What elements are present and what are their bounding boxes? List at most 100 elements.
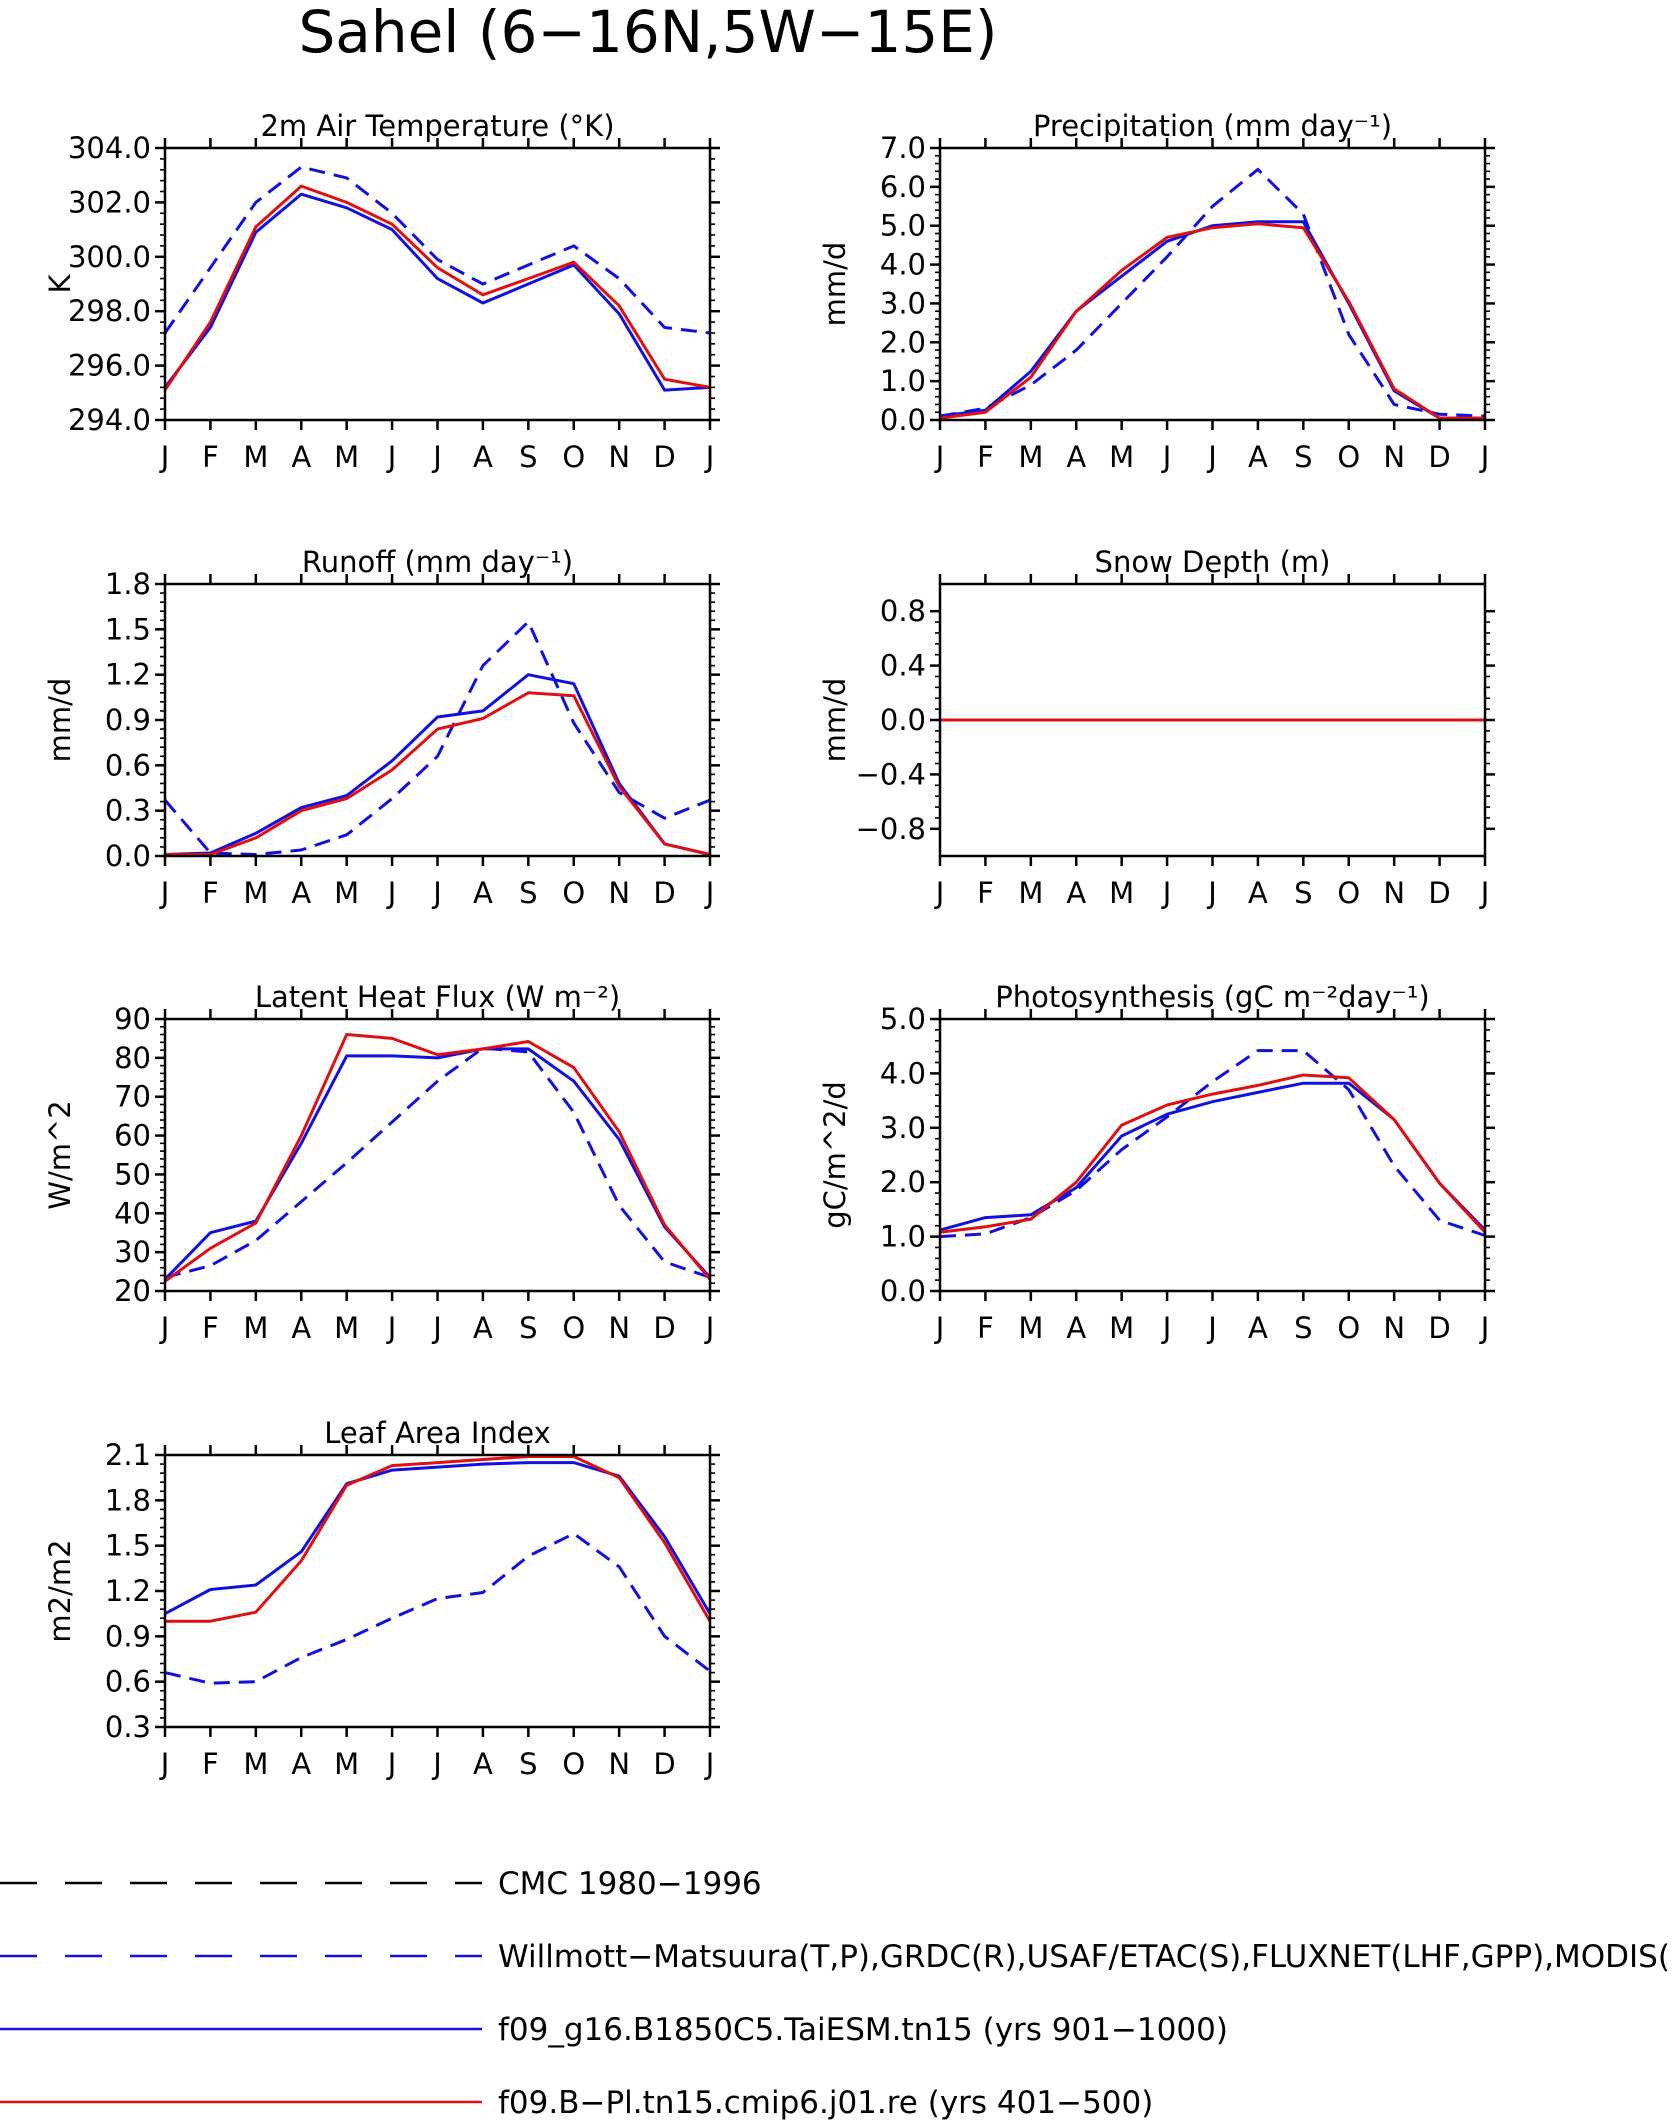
y-tick-label: 3.0	[880, 286, 926, 320]
panel-title: 2m Air Temperature (°K)	[260, 109, 614, 143]
y-tick-label: 4.0	[880, 248, 926, 282]
y-tick-label: 30	[114, 1235, 151, 1269]
y-tick-label: 304.0	[68, 131, 151, 165]
panel-title: Runoff (mm day⁻¹)	[302, 545, 573, 579]
x-tick-label: M	[334, 440, 359, 474]
x-tick-label: J	[1479, 876, 1490, 910]
panel-title: Snow Depth (m)	[1095, 545, 1331, 579]
x-tick-label: S	[1294, 876, 1312, 910]
x-tick-label: A	[1066, 440, 1086, 474]
series-line-1	[164, 1532, 711, 1685]
x-tick-label: J	[934, 440, 945, 474]
y-tick-label: 40	[114, 1196, 151, 1230]
x-tick-label: N	[608, 440, 630, 474]
x-tick-label: J	[1161, 876, 1172, 910]
x-tick-label: J	[704, 1747, 715, 1781]
series-line-1	[163, 165, 711, 335]
x-tick-label: M	[243, 440, 268, 474]
x-tick-label: A	[1248, 440, 1268, 474]
y-tick-label: −0.4	[856, 757, 926, 791]
x-tick-label: F	[977, 440, 994, 474]
x-tick-label: J	[386, 876, 397, 910]
y-tick-label: 70	[114, 1080, 151, 1114]
x-tick-label: J	[159, 1311, 170, 1345]
x-tick-label: J	[934, 1311, 945, 1345]
x-tick-label: J	[431, 1311, 442, 1345]
legend: CMC 1980−1996 Willmott−Matsuura(T,P),GRDC…	[0, 1866, 1673, 2121]
y-tick-label: 50	[114, 1157, 151, 1191]
x-tick-label: A	[1248, 876, 1268, 910]
x-tick-label: M	[1109, 440, 1134, 474]
x-tick-label: J	[1161, 440, 1172, 474]
y-tick-label: 80	[114, 1041, 151, 1075]
y-tick-label: 0.8	[880, 594, 926, 628]
panel-2: Precipitation (mm day⁻¹) mm/d 0.0 1.0 2.0 3.0…	[818, 109, 1495, 474]
x-tick-label: N	[1383, 1311, 1405, 1345]
x-tick-label: J	[704, 1311, 715, 1345]
x-tick-label: M	[334, 1311, 359, 1345]
y-tick-label: 296.0	[68, 349, 151, 383]
x-tick-label: J	[386, 1311, 397, 1345]
y-tick-label: 298.0	[68, 294, 151, 328]
y-tick-label: 20	[114, 1274, 151, 1308]
x-tick-label: N	[608, 876, 630, 910]
y-tick-label: −0.8	[856, 812, 926, 846]
x-tick-label: N	[608, 1747, 630, 1781]
y-tick-label: 0.9	[105, 1619, 151, 1653]
plot-frame	[163, 146, 712, 422]
y-tick-label: 2.1	[105, 1438, 151, 1472]
y-tick-label: 7.0	[880, 131, 926, 165]
panel-6: Photosynthesis (gC m⁻²day⁻¹) gC/m^2/d 0.0 1…	[818, 980, 1495, 1345]
series-line-1	[163, 620, 711, 856]
x-tick-label: M	[1109, 876, 1134, 910]
figure-title: Sahel (6−16N,5W−15E)	[298, 0, 997, 66]
x-tick-label: J	[1206, 1311, 1217, 1345]
panel-title: Precipitation (mm day⁻¹)	[1033, 109, 1392, 143]
x-tick-label: A	[291, 440, 311, 474]
x-tick-label: A	[291, 876, 311, 910]
x-tick-label: N	[608, 1311, 630, 1345]
series-line-3	[165, 1455, 712, 1623]
x-tick-label: M	[1018, 1311, 1043, 1345]
x-tick-label: J	[1479, 440, 1490, 474]
x-tick-label: S	[519, 440, 537, 474]
y-tick-label: 1.5	[105, 1529, 151, 1563]
series-line-1	[939, 1049, 1486, 1239]
x-tick-label: A	[473, 1311, 493, 1345]
x-tick-label: J	[159, 1747, 170, 1781]
x-tick-label: S	[519, 1747, 537, 1781]
x-tick-label: A	[1066, 1311, 1086, 1345]
legend-label-4: f09.B−Pl.tn15.cmip6.j01.re (yrs 401−500)	[498, 2085, 1153, 2121]
y-tick-label: 1.2	[105, 658, 151, 692]
series-line-3	[163, 184, 711, 391]
series-line-1	[164, 1046, 711, 1279]
x-tick-label: F	[202, 1311, 219, 1345]
y-tick-label: 0.6	[105, 1665, 151, 1699]
series-line-3	[939, 222, 1485, 420]
y-tick-label: 1.2	[105, 1574, 151, 1608]
x-tick-label: F	[202, 876, 219, 910]
x-tick-label: J	[704, 440, 715, 474]
y-axis-label: m2/m2	[43, 1539, 77, 1642]
y-axis-label: W/m^2	[43, 1100, 77, 1209]
x-tick-label: M	[1109, 1311, 1134, 1345]
legend-label-2: Willmott−Matsuura(T,P),GRDC(R),USAF/ETAC…	[498, 1939, 1673, 1975]
y-tick-label: 0.4	[880, 649, 926, 683]
x-tick-label: S	[519, 1311, 537, 1345]
x-tick-label: A	[1248, 1311, 1268, 1345]
y-axis-label: gC/m^2/d	[818, 1081, 852, 1229]
x-tick-label: D	[1428, 1311, 1450, 1345]
y-tick-label: 1.0	[880, 364, 926, 398]
x-tick-label: D	[1428, 440, 1450, 474]
y-axis-label: mm/d	[43, 678, 77, 763]
x-tick-label: A	[291, 1311, 311, 1345]
x-tick-label: D	[653, 1311, 675, 1345]
y-tick-label: 60	[114, 1119, 151, 1153]
x-tick-label: N	[1383, 440, 1405, 474]
x-tick-label: S	[519, 876, 537, 910]
y-tick-label: 302.0	[68, 185, 151, 219]
x-tick-label: F	[977, 876, 994, 910]
x-tick-label: J	[431, 440, 442, 474]
x-tick-label: D	[653, 1747, 675, 1781]
